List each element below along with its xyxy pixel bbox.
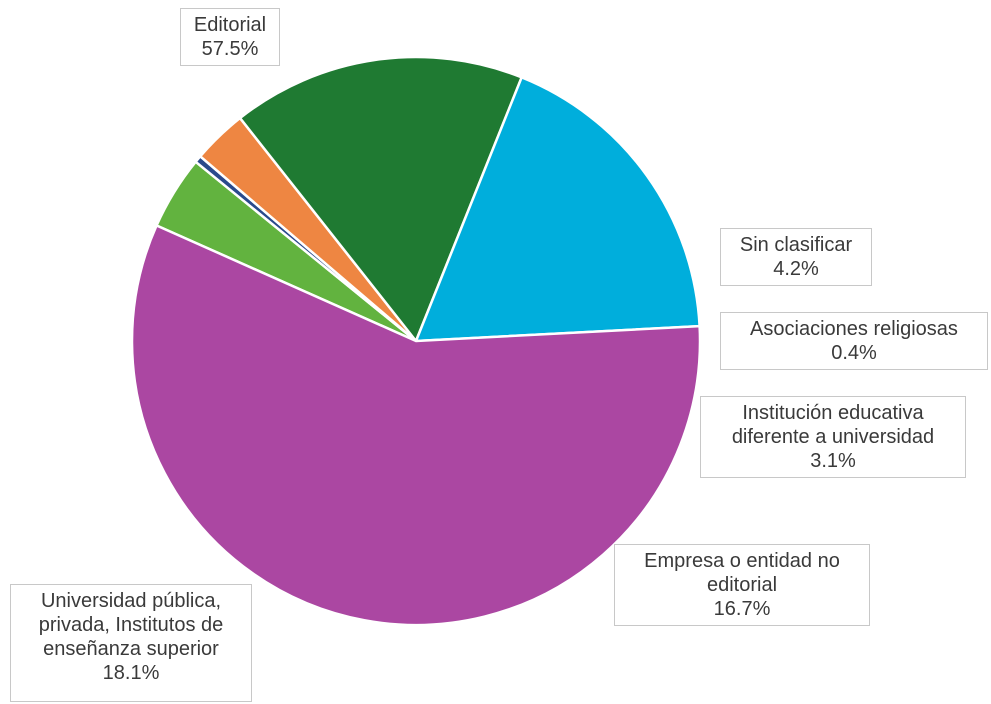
pie-slice-4 [414,76,701,343]
label-value: 0.4% [831,342,877,364]
label-empresa-no-editorial: Empresa o entidad no editorial 16.7% [614,544,870,626]
label-name-line: enseñanza superior [43,638,219,660]
label-name-line: Editorial [193,14,267,36]
label-name-line: privada, Institutos de [38,614,224,636]
label-universidad: Universidad pública, privada, Institutos… [10,584,252,702]
label-name-line: editorial [706,574,778,596]
label-name-line: Institución educativa [742,402,924,424]
label-value: 57.5% [201,38,259,60]
label-name-line: Sin clasificar [739,234,853,256]
label-name-line: Empresa o entidad no [644,550,840,572]
label-value: 4.2% [773,258,819,280]
label-institucion-educativa: Institución educativa diferente a univer… [700,396,966,478]
label-editorial: Editorial 57.5% [180,8,280,66]
label-name-line: diferente a universidad [731,426,935,448]
label-sin-clasificar: Sin clasificar 4.2% [720,228,872,286]
label-value: 16.7% [713,598,771,620]
label-value: 3.1% [810,450,856,472]
pie-slice-5 [130,224,702,627]
label-asociaciones-religiosas: Asociaciones religiosas 0.4% [720,312,988,370]
pie-slice-3 [238,55,523,343]
label-value: 18.1% [102,662,160,684]
label-name-line: Asociaciones religiosas [750,318,958,340]
label-name-line: Universidad pública, [40,590,222,612]
